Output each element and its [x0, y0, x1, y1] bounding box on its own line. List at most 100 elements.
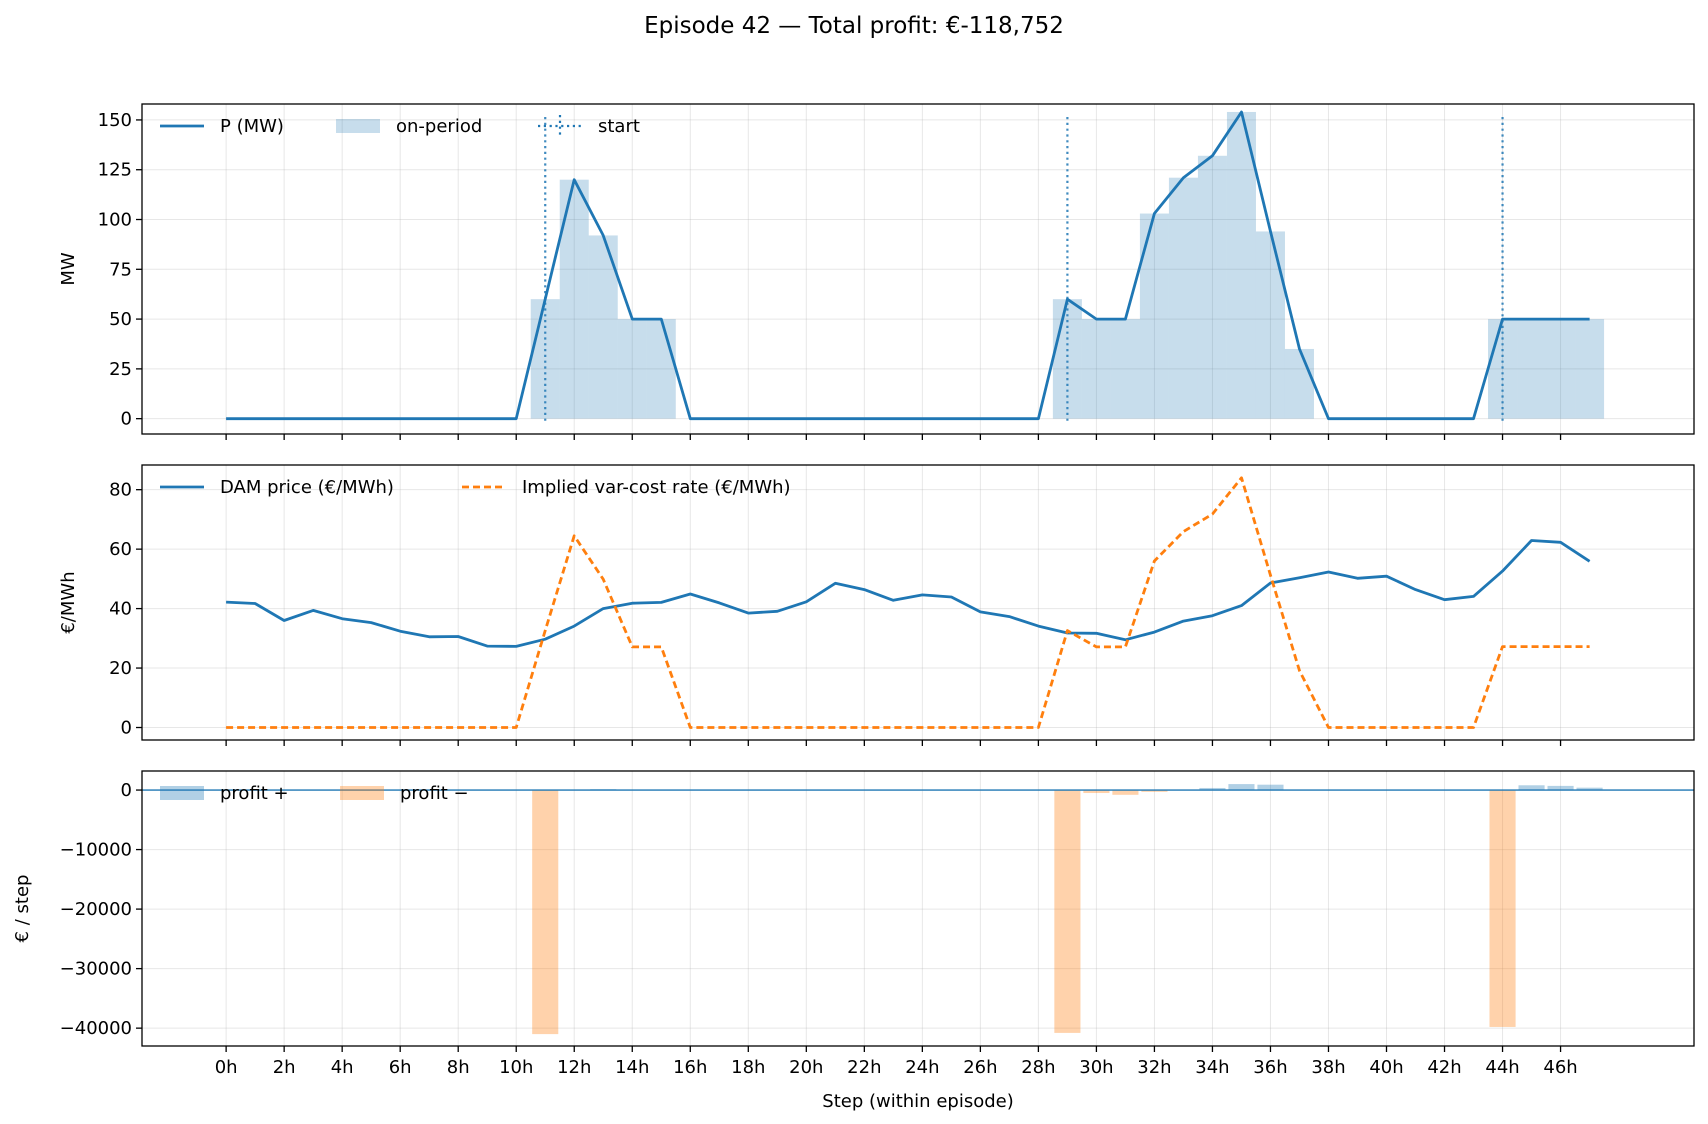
grid-lines: [142, 771, 1694, 1046]
bar: [1197, 155, 1227, 419]
bar: [1257, 784, 1284, 791]
y-tick-label: 60: [109, 539, 132, 560]
axes-frame: [141, 464, 1695, 741]
bar: [532, 790, 559, 1035]
grid-lines: [142, 104, 1694, 434]
x-tick-label: 34h: [1195, 1057, 1229, 1078]
x-tick-label: 0h: [215, 1057, 238, 1078]
x-tick-label: 24h: [905, 1057, 939, 1078]
legend-label: profit −: [400, 783, 469, 804]
bar: [617, 319, 647, 419]
legend-swatch: [340, 786, 384, 800]
x-tick-label: 10h: [499, 1057, 533, 1078]
y-tick-label: −40000: [60, 1018, 132, 1039]
y-tick-label: 0: [121, 780, 132, 801]
chart-title: Episode 42 — Total profit: €-118,752: [644, 13, 1064, 39]
bar: [1054, 790, 1081, 1033]
series-line: [226, 110, 1590, 421]
y-tick-label: −10000: [60, 840, 132, 861]
y-axis-label: MW: [58, 252, 79, 286]
x-tick-label: 18h: [731, 1057, 765, 1078]
x-tick-label: 16h: [673, 1057, 707, 1078]
legend: profit + profit −: [160, 783, 469, 804]
y-tick-label: 75: [109, 259, 132, 280]
x-tick-label: 22h: [847, 1057, 881, 1078]
x-tick-label: 4h: [331, 1057, 354, 1078]
x-tick-label: 26h: [963, 1057, 997, 1078]
x-axis-label: Step (within episode): [822, 1091, 1013, 1112]
x-tick-label: 32h: [1137, 1057, 1171, 1078]
x-tick-label: 2h: [273, 1057, 296, 1078]
y-axis-label: € / step: [12, 875, 33, 943]
bar: [1517, 319, 1547, 419]
bar: [646, 319, 676, 419]
power-panel: 0 25 50 75 100 125 150 MW P (MW) on-period start: [58, 103, 1695, 440]
plot-area: [142, 784, 1694, 1035]
y-tick-label: 20: [109, 658, 132, 679]
bar: [1228, 784, 1255, 791]
bar: [1489, 790, 1516, 1027]
y-tick-label: 125: [98, 160, 132, 181]
y-tick-label: −30000: [60, 959, 132, 980]
x-tick-label: 20h: [789, 1057, 823, 1078]
legend-swatch: [160, 786, 204, 800]
bar: [1052, 299, 1082, 419]
x-tick-label: 14h: [615, 1057, 649, 1078]
series-profit-: [532, 790, 1516, 1035]
legend: P (MW) on-period start: [160, 115, 640, 137]
bar: [1141, 790, 1168, 792]
y-tick-label: −20000: [60, 899, 132, 920]
x-tick-label: 6h: [389, 1057, 412, 1078]
bar: [1488, 319, 1518, 419]
bar: [1576, 787, 1603, 791]
grid-lines: [142, 465, 1694, 740]
x-tick-label: 44h: [1485, 1057, 1519, 1078]
legend: DAM price (€/MWh) Implied var-cost rate (…: [160, 477, 791, 498]
legend-label: start: [598, 116, 640, 137]
bar: [1139, 213, 1169, 419]
x-tick-label: 12h: [557, 1057, 591, 1078]
bar: [1255, 231, 1285, 419]
y-tick-label: 0: [121, 409, 132, 430]
x-tick-label: 8h: [447, 1057, 470, 1078]
y-tick-label: 80: [109, 480, 132, 501]
legend-swatch: [336, 119, 380, 133]
plot-area: [226, 476, 1591, 729]
plot-area: [226, 110, 1605, 421]
x-tick-label: 38h: [1311, 1057, 1345, 1078]
legend-label: DAM price (€/MWh): [220, 477, 394, 498]
bar: [1575, 319, 1605, 419]
profit-panel: 0 −10000 −20000 −30000 −40000 0h 2h 4h 6h 8h 10h 12…: [12, 770, 1695, 1078]
legend-label: profit +: [220, 783, 289, 804]
bar: [1112, 790, 1139, 795]
series-on-period: [530, 111, 1605, 419]
bar: [1284, 348, 1314, 419]
bar: [1083, 790, 1110, 794]
y-tick-label: 25: [109, 359, 132, 380]
bar: [530, 299, 560, 419]
bar: [1199, 787, 1226, 791]
bar: [1110, 319, 1140, 419]
bar: [1547, 785, 1574, 791]
x-tick-label: 28h: [1021, 1057, 1055, 1078]
y-tick-label: 0: [121, 718, 132, 739]
bar: [1546, 319, 1576, 419]
legend-label: on-period: [396, 116, 482, 137]
y-tick-label: 40: [109, 599, 132, 620]
series-line: [226, 539, 1591, 648]
x-tick-label: 30h: [1079, 1057, 1113, 1078]
y-tick-label: 100: [98, 210, 132, 231]
legend-label: Implied var-cost rate (€/MWh): [522, 477, 791, 498]
x-tick-label: 46h: [1543, 1057, 1577, 1078]
bar: [1081, 319, 1111, 419]
series-line: [226, 476, 1590, 729]
x-tick-label: 42h: [1427, 1057, 1461, 1078]
x-tick-label: 36h: [1253, 1057, 1287, 1078]
bar: [1226, 111, 1256, 419]
x-tick-label: 40h: [1369, 1057, 1403, 1078]
y-tick-label: 150: [98, 110, 132, 131]
price-panel: 0 20 40 60 80 €/MWh DAM price (€/MWh) Implied v…: [58, 464, 1695, 746]
bar: [1518, 785, 1545, 791]
bar: [1168, 177, 1198, 419]
